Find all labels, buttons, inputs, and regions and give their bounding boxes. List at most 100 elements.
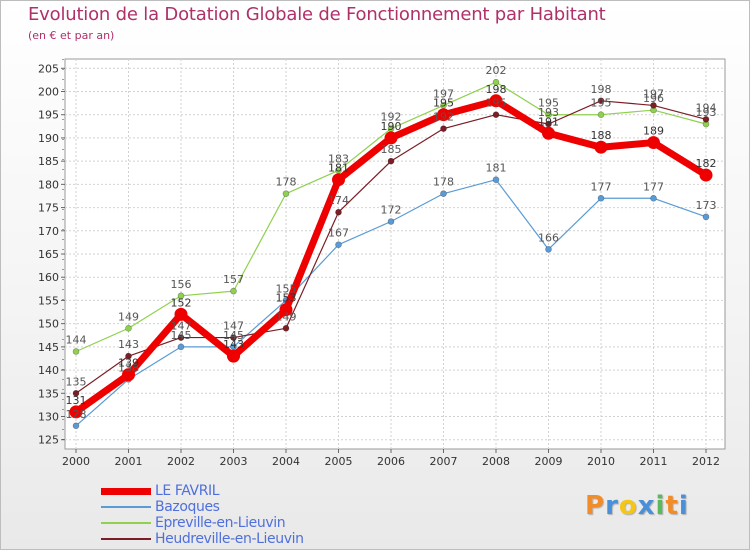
- data-label: 190: [381, 120, 402, 133]
- y-tick-label: 200: [38, 86, 59, 99]
- data-point: [282, 324, 290, 332]
- logo-letter: x: [637, 491, 656, 521]
- y-tick-label: 160: [38, 271, 59, 284]
- data-label: 195: [486, 97, 507, 110]
- data-label: 196: [643, 92, 664, 105]
- data-point: [437, 108, 450, 122]
- data-point: [492, 78, 500, 86]
- data-label: 192: [381, 111, 402, 124]
- x-tick-label: 2003: [220, 455, 248, 468]
- data-point: [72, 348, 80, 355]
- data-point: [440, 125, 447, 132]
- data-point: [492, 176, 500, 184]
- proxiti-logo: Proxiti: [585, 491, 689, 521]
- data-label: 191: [538, 115, 559, 128]
- legend-label: Heudreville-en-Lieuvin: [155, 531, 304, 547]
- legend-swatch: [101, 487, 151, 495]
- data-point: [227, 349, 240, 363]
- data-point: [597, 111, 605, 119]
- legend: LE FAVRIL Bazoques Epreville-en-Lieuvin Heu…: [101, 483, 361, 547]
- y-tick-label: 150: [38, 318, 59, 331]
- data-label: 197: [643, 87, 664, 100]
- data-label: 198: [486, 83, 507, 96]
- data-point: [542, 126, 555, 140]
- data-label: 139: [118, 357, 139, 370]
- logo-letter: i: [655, 491, 666, 521]
- legend-swatch: [101, 506, 151, 508]
- y-tick-label: 185: [38, 155, 59, 168]
- data-point: [545, 111, 552, 119]
- data-point: [492, 111, 500, 119]
- data-point: [122, 368, 135, 382]
- data-label: 155: [276, 282, 297, 295]
- logo-letter: i: [678, 491, 689, 521]
- data-point: [702, 213, 710, 221]
- y-tick-label: 130: [38, 411, 59, 424]
- data-label: 181: [486, 162, 507, 175]
- y-tick-label: 175: [38, 202, 59, 215]
- data-point: [702, 116, 710, 123]
- data-label: 177: [643, 180, 664, 193]
- data-label: 153: [276, 292, 297, 305]
- y-tick-label: 165: [38, 248, 59, 261]
- data-label: 173: [696, 199, 717, 212]
- x-tick-label: 2000: [62, 455, 90, 468]
- y-tick-label: 140: [38, 364, 59, 377]
- data-label: 172: [381, 204, 402, 217]
- data-label: 131: [66, 394, 87, 407]
- legend-item: Epreville-en-Lieuvin: [101, 515, 361, 531]
- data-label: 166: [538, 231, 559, 244]
- data-point: [174, 307, 188, 321]
- data-label: 193: [538, 106, 559, 119]
- x-tick-label: 2004: [272, 455, 300, 468]
- data-point: [335, 208, 342, 216]
- data-label: 152: [171, 296, 192, 309]
- data-point: [594, 140, 608, 154]
- data-label: 147: [223, 320, 244, 333]
- logo-letter: t: [665, 491, 679, 521]
- data-point: [384, 131, 398, 145]
- data-label: 149: [118, 310, 139, 323]
- y-tick-label: 190: [38, 132, 59, 145]
- legend-swatch: [101, 538, 151, 540]
- data-point: [387, 218, 395, 225]
- data-point: [650, 194, 657, 202]
- data-point: [177, 343, 185, 351]
- data-label: 202: [486, 64, 507, 77]
- data-label: 197: [433, 87, 454, 100]
- data-label: 143: [118, 338, 139, 351]
- data-label: 128: [66, 408, 87, 421]
- chart-subtitle: (en € et par an): [28, 29, 115, 42]
- x-tick-label: 2009: [535, 455, 563, 468]
- data-point: [72, 422, 80, 430]
- data-label: 189: [643, 125, 664, 138]
- data-label: 195: [433, 97, 454, 110]
- data-label: 195: [591, 97, 612, 110]
- legend-label: LE FAVRIL: [155, 483, 220, 499]
- data-label: 138: [118, 361, 139, 374]
- data-label: 185: [381, 143, 402, 156]
- y-tick-label: 145: [38, 341, 59, 354]
- legend-item: LE FAVRIL: [101, 483, 361, 499]
- data-label: 149: [276, 310, 297, 323]
- y-tick-label: 205: [38, 62, 59, 75]
- x-tick-label: 2008: [482, 455, 510, 468]
- data-label: 174: [328, 194, 349, 207]
- data-point: [650, 102, 657, 109]
- data-point: [282, 190, 290, 197]
- y-tick-label: 195: [38, 109, 59, 122]
- data-point: [387, 157, 395, 165]
- x-tick-label: 2005: [325, 455, 353, 468]
- x-tick-label: 2011: [640, 455, 668, 468]
- data-label: 145: [223, 329, 244, 342]
- data-label: 183: [328, 152, 349, 165]
- y-tick-label: 125: [38, 434, 59, 447]
- legend-label: Bazoques: [155, 499, 220, 515]
- data-label: 143: [223, 338, 244, 351]
- data-label: 177: [591, 180, 612, 193]
- data-label: 195: [538, 97, 559, 110]
- data-label: 147: [171, 320, 192, 333]
- data-point: [597, 97, 605, 105]
- y-tick-label: 155: [38, 294, 59, 307]
